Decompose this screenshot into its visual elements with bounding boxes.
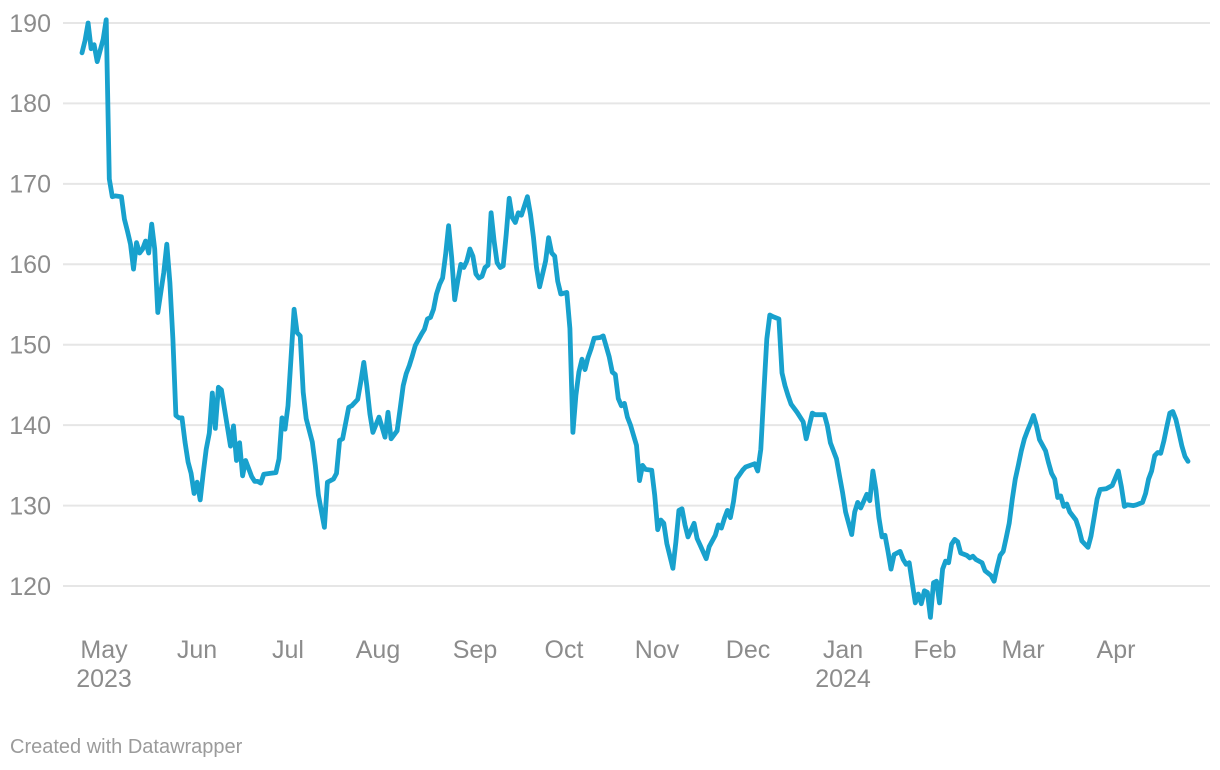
x-tick-label: Jun [177, 636, 217, 664]
x-tick-label: Nov [635, 636, 680, 664]
x-tick-label: Sep [453, 636, 497, 664]
x-tick-year-label: 2023 [76, 665, 132, 693]
x-tick-label: Dec [726, 636, 770, 664]
y-tick-label: 150 [9, 331, 51, 359]
y-tick-label: 160 [9, 251, 51, 279]
y-tick-label: 170 [9, 171, 51, 199]
datawrapper-credit-link[interactable]: Created with Datawrapper [10, 736, 243, 758]
x-tick-label: Mar [1001, 636, 1044, 664]
price-line [79, 17, 1191, 620]
x-tick-label: Oct [545, 636, 584, 664]
x-tick-label: Jan [823, 636, 863, 664]
x-tick-label: Apr [1097, 636, 1136, 664]
x-tick-label: Feb [913, 636, 956, 664]
y-tick-label: 120 [9, 573, 51, 601]
y-tick-label: 130 [9, 492, 51, 520]
y-tick-label: 180 [9, 90, 51, 118]
x-tick-label: May [80, 636, 128, 664]
x-tick-label: Jul [272, 636, 304, 664]
y-tick-label: 140 [9, 412, 51, 440]
y-tick-label: 190 [9, 10, 51, 38]
x-tick-label: Aug [356, 636, 400, 664]
x-tick-year-label: 2024 [815, 665, 871, 693]
